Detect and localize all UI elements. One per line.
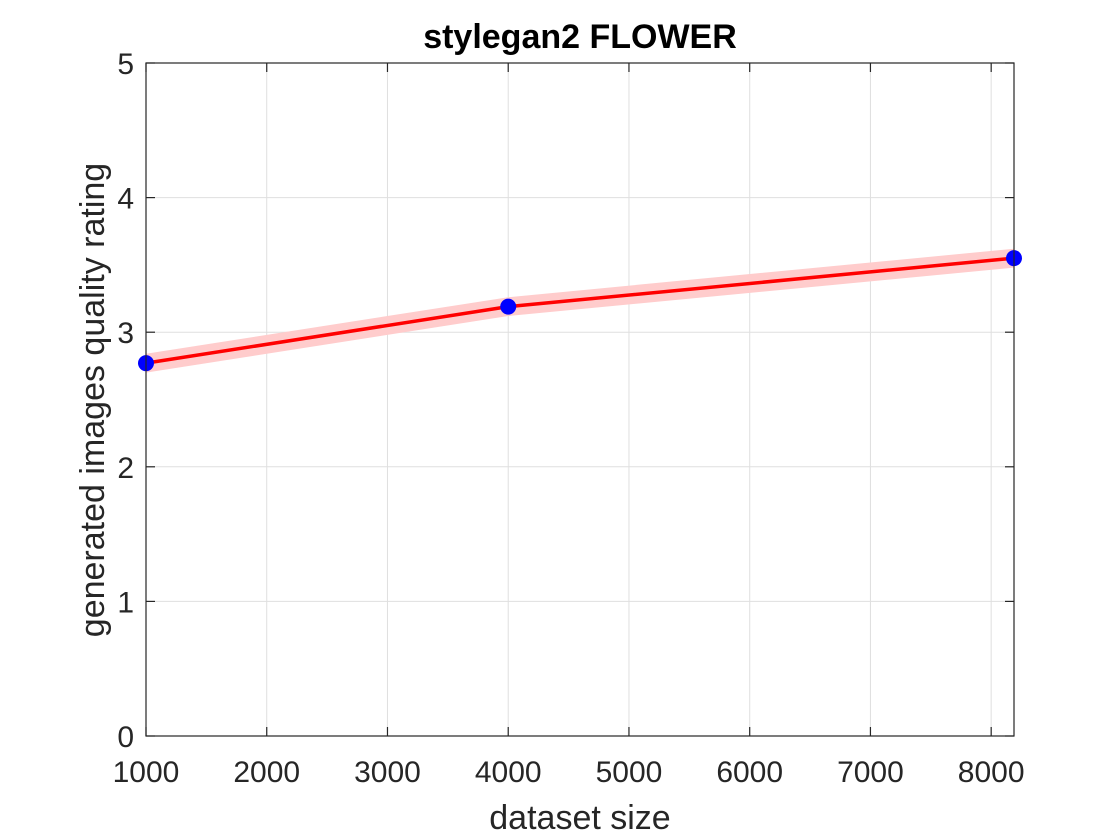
- y-tick-label: 2: [117, 452, 134, 485]
- x-tick-label: 3000: [354, 756, 421, 789]
- x-tick-label: 7000: [837, 756, 904, 789]
- chart-title: stylegan2 FLOWER: [423, 18, 737, 56]
- x-tick-label: 1000: [113, 756, 180, 789]
- tick-marks: [145, 62, 1014, 737]
- y-axis-label: generated images quality rating: [74, 163, 112, 637]
- x-tick-label: 2000: [233, 756, 300, 789]
- y-tick-label: 3: [117, 317, 134, 350]
- x-axis-label: dataset size: [489, 799, 670, 837]
- y-tick-label: 5: [117, 48, 134, 81]
- x-tick-label: 4000: [475, 756, 542, 789]
- x-tick-label: 8000: [958, 756, 1025, 789]
- x-tick-label: 6000: [716, 756, 783, 789]
- data-point: [500, 298, 517, 315]
- axes-box: [145, 62, 1015, 737]
- x-tick-label: 5000: [596, 756, 663, 789]
- y-tick-label: 0: [117, 721, 134, 754]
- y-tick-label: 4: [117, 183, 134, 216]
- y-tick-label: 1: [117, 586, 134, 619]
- y-tick-labels: 0 1 2 3 4 5: [117, 48, 134, 754]
- plot-area: [146, 63, 1014, 736]
- x-tick-labels: 1000 2000 3000 4000 5000 6000 7000 8000: [113, 756, 1025, 789]
